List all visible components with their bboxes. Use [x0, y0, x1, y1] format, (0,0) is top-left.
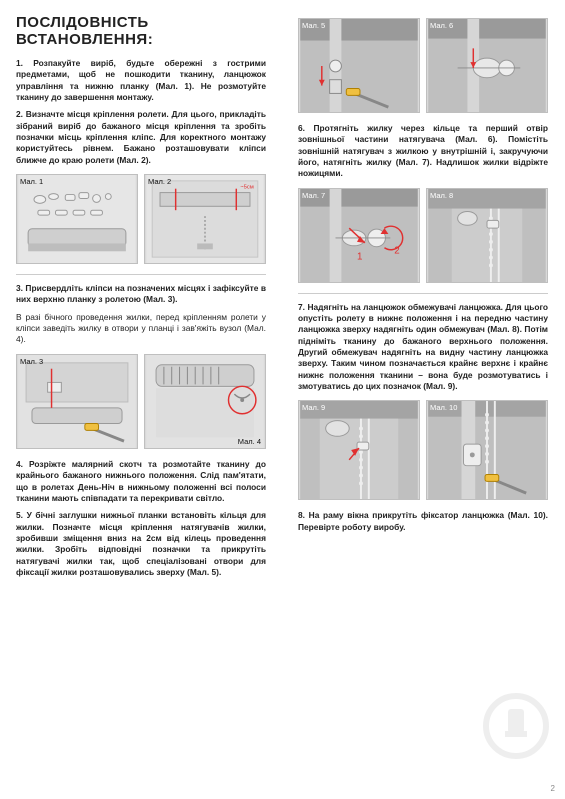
step-6: 6. Протягніть жилку через кільце та перш…	[298, 123, 548, 180]
step-5: 5. У бічні заглушки нижньої планки встан…	[16, 510, 266, 578]
page-title: ПОСЛІДОВНІСТЬ ВСТАНОВЛЕННЯ:	[16, 14, 266, 48]
figure-6: Мал. 6	[426, 18, 548, 113]
figure-5: Мал. 5	[298, 18, 420, 113]
figure-1: Мал. 1	[16, 174, 138, 264]
watermark-icon	[481, 691, 551, 761]
figure-10: Мал. 10	[426, 400, 548, 500]
figure-1-label: Мал. 1	[20, 177, 43, 186]
figure-3: Мал. 3	[16, 354, 138, 449]
figure-8: Мал. 8	[426, 188, 548, 283]
figure-10-label: Мал. 10	[430, 403, 457, 412]
figure-6-label: Мал. 6	[430, 21, 453, 30]
figure-3-label: Мал. 3	[20, 357, 43, 366]
figure-7: Мал. 7 1 2	[298, 188, 420, 283]
figure-4-label: Мал. 4	[238, 437, 261, 446]
figure-2: Мал. 2 ~5см	[144, 174, 266, 264]
svg-text:2: 2	[394, 245, 399, 256]
svg-text:1: 1	[357, 251, 362, 262]
step-3b: В разі бічного проведення жилки, перед к…	[16, 312, 266, 346]
step-2: 2. Визначте місця кріплення ролети. Для …	[16, 109, 266, 166]
step-4: 4. Розріжте малярний скотч та розмотайте…	[16, 459, 266, 504]
step-7: 7. Надягніть на ланцюжок обмежувачі ланц…	[298, 302, 548, 393]
step-8: 8. На раму вікна прикрутіть фіксатор лан…	[298, 510, 548, 533]
step-1: 1. Розпакуйте виріб, будьте обережні з г…	[16, 58, 266, 103]
page-number: 2	[551, 784, 555, 793]
divider	[16, 274, 266, 275]
figure-9: Мал. 9	[298, 400, 420, 500]
figure-7-label: Мал. 7	[302, 191, 325, 200]
step-3a: 3. Присвердліть кліпси на позначених міс…	[16, 283, 266, 306]
figure-5-label: Мал. 5	[302, 21, 325, 30]
divider	[298, 293, 548, 294]
svg-text:~5см: ~5см	[240, 185, 254, 191]
figure-8-label: Мал. 8	[430, 191, 453, 200]
figure-4: Мал. 4	[144, 354, 266, 449]
figure-9-label: Мал. 9	[302, 403, 325, 412]
figure-2-label: Мал. 2	[148, 177, 171, 186]
